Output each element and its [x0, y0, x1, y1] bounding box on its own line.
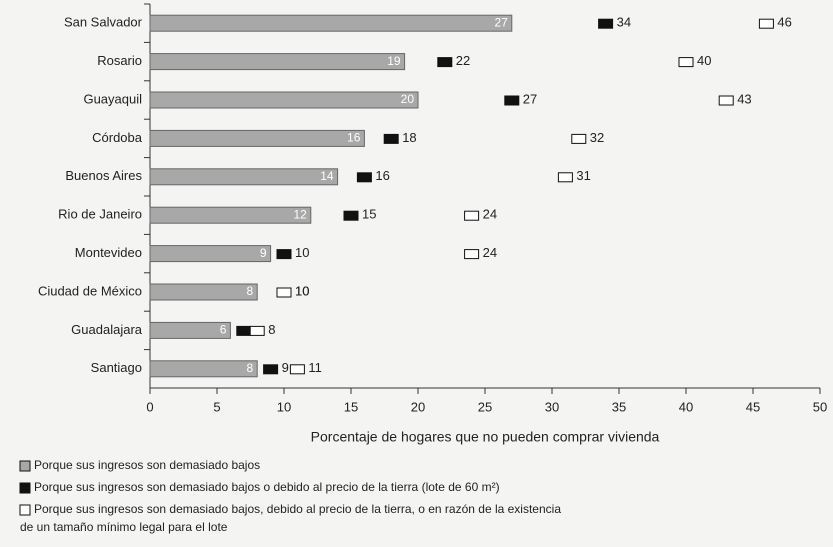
y-tick-label: Montevideo [75, 245, 142, 260]
marker-value-label: 9 [282, 360, 289, 375]
marker [263, 364, 279, 375]
x-axis-label: Porcentaje de hogares que no pueden comp… [311, 429, 660, 445]
y-tick-label: Rio de Janeiro [58, 207, 142, 222]
x-tick-label: 15 [344, 399, 358, 414]
marker-value-label: 32 [590, 130, 604, 145]
marker-value-label: 31 [576, 168, 590, 183]
marker [356, 172, 372, 183]
legend-label: Porque sus ingresos son demasiado bajos,… [20, 502, 561, 534]
marker-value-label: 10 [295, 283, 309, 298]
bar [149, 14, 513, 32]
marker-value-label: 40 [697, 53, 711, 68]
marker [758, 18, 774, 29]
marker [236, 325, 252, 336]
marker-value-label: 15 [362, 207, 376, 222]
bar-value-label: 9 [260, 246, 267, 260]
x-tick-label: 50 [813, 399, 827, 414]
bar [149, 91, 419, 109]
marker [718, 95, 734, 106]
marker [249, 325, 265, 336]
bar-value-label: 8 [247, 361, 254, 375]
marker [464, 249, 480, 260]
marker-value-label: 16 [375, 168, 389, 183]
legend-swatch [19, 504, 31, 516]
x-tick-label: 35 [612, 399, 626, 414]
bar [149, 129, 365, 147]
bar [149, 283, 258, 301]
y-tick-label: Guayaquil [83, 91, 142, 106]
marker-value-label: 24 [483, 245, 497, 260]
bar-value-label: 16 [347, 131, 361, 145]
bar-value-label: 6 [220, 323, 227, 337]
bar-value-label: 19 [387, 54, 401, 68]
x-tick-label: 0 [146, 399, 153, 414]
marker [437, 57, 453, 68]
marker-value-label: 11 [308, 360, 322, 375]
x-tick-label: 30 [545, 399, 559, 414]
marker-value-label: 46 [777, 15, 791, 30]
marker-value-label: 8 [268, 322, 275, 337]
bar [149, 53, 406, 71]
bar [149, 206, 312, 224]
marker-value-label: 10 [295, 245, 309, 260]
x-tick-label: 45 [746, 399, 760, 414]
y-tick-label: Santiago [91, 360, 142, 375]
legend-label: Porque sus ingresos son demasiado bajos [34, 458, 260, 472]
marker [276, 249, 292, 260]
marker-value-label: 43 [737, 91, 751, 106]
marker [289, 364, 305, 375]
marker [557, 172, 573, 183]
marker-value-label: 34 [617, 15, 631, 30]
bar-value-label: 12 [293, 207, 307, 221]
marker [383, 133, 399, 144]
y-tick-label: San Salvador [64, 15, 143, 30]
y-tick-label: Buenos Aires [65, 168, 142, 183]
legend-swatch [19, 482, 31, 494]
bar [149, 321, 231, 339]
marker [504, 95, 520, 106]
x-tick-label: 40 [679, 399, 693, 414]
marker [464, 210, 480, 221]
x-tick-label: 10 [277, 399, 291, 414]
x-tick-label: 25 [478, 399, 492, 414]
x-tick-label: 20 [411, 399, 425, 414]
legend-label: Porque sus ingresos son demasiado bajos … [34, 480, 500, 494]
bar-value-label: 27 [494, 15, 508, 29]
y-tick-label: Ciudad de México [38, 283, 142, 298]
marker-value-label: 10 [295, 283, 309, 298]
bar [149, 245, 272, 263]
marker-value-label: 27 [523, 91, 537, 106]
marker [571, 133, 587, 144]
bar [149, 168, 339, 186]
marker-value-label: 18 [402, 130, 416, 145]
marker-value-label: 22 [456, 53, 470, 68]
y-tick-label: Rosario [97, 53, 142, 68]
x-tick-label: 5 [213, 399, 220, 414]
y-tick-label: Guadalajara [71, 322, 143, 337]
bar-value-label: 20 [401, 92, 415, 106]
marker-value-label: 24 [483, 207, 497, 222]
bar-value-label: 8 [247, 284, 254, 298]
bar-value-label: 14 [320, 169, 334, 183]
bar [149, 360, 258, 378]
marker [598, 18, 614, 29]
legend-swatch [19, 460, 31, 472]
marker [678, 57, 694, 68]
marker [276, 287, 292, 298]
marker [343, 210, 359, 221]
y-tick-label: Córdoba [92, 130, 143, 145]
